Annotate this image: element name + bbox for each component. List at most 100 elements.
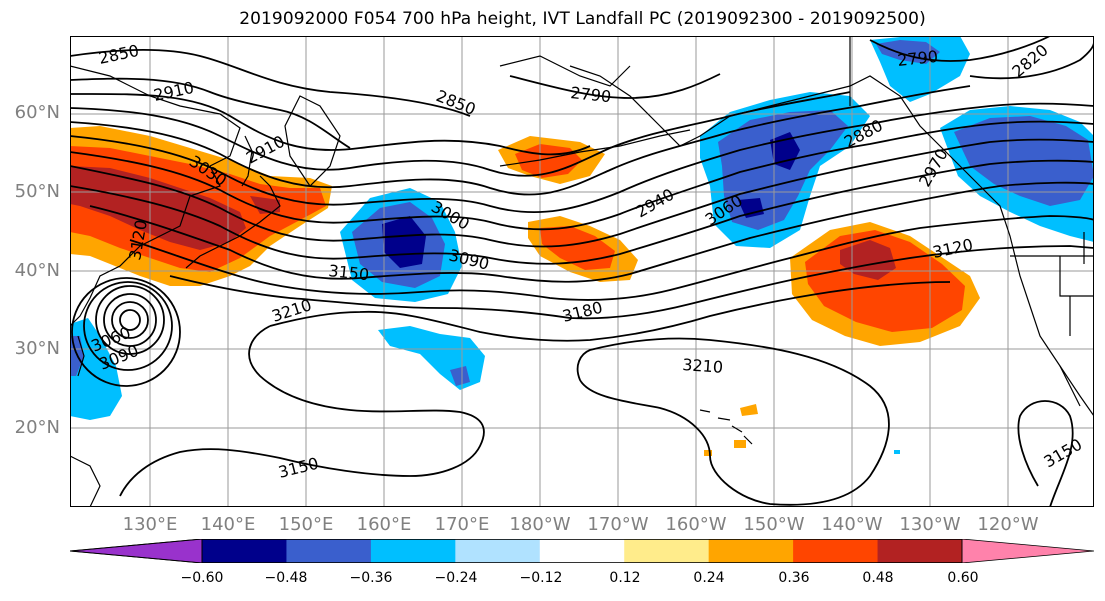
lon-label: 150°E: [278, 514, 334, 535]
contour-2850-w: [70, 49, 471, 117]
contour-2910-w: [70, 77, 351, 149]
shade-neg-165e-core: [450, 366, 470, 386]
height-contours: [70, 36, 1094, 507]
lon-label: 170°W: [587, 514, 649, 535]
colorbar-segment: [539, 539, 625, 563]
colorbar-segment: [708, 539, 794, 563]
contour-line-11: [129, 215, 1094, 301]
coast-taiwan: [77, 335, 85, 377]
contour-label: 2820: [1008, 40, 1051, 81]
colorbar: [70, 539, 1094, 563]
contour-label: 3120: [931, 235, 975, 262]
contour-line-12: [169, 245, 1094, 320]
contour-2820-ne: [969, 41, 1094, 80]
colorbar-extend-left: [70, 539, 203, 563]
lon-label: 120°W: [977, 514, 1039, 535]
colorbar-segment: [793, 539, 879, 563]
coast-aleutians: [499, 129, 691, 167]
coast-asia: [70, 65, 241, 327]
coast-japan: [185, 175, 281, 269]
contour-label: 2790: [896, 47, 938, 70]
contour-2790-ne: [869, 36, 1051, 62]
colorbar-segment: [455, 539, 541, 563]
shade-pos-nep-inner: [840, 240, 896, 280]
contour-line-6: [70, 102, 1094, 214]
colorbar-tick: −0.48: [264, 570, 308, 586]
coast-sakhalin: [241, 135, 253, 187]
colorbar-segment: [370, 539, 456, 563]
contour-label: 3210: [682, 355, 724, 377]
lat-label-50n: 50°N: [14, 181, 60, 202]
contour-line-4: [70, 91, 851, 177]
lon-label: 140°E: [200, 514, 256, 535]
cyclone-rings: [71, 277, 181, 387]
coast-alaska: [569, 65, 981, 187]
colorbar-extend-min: [70, 539, 203, 563]
colorbar-tick: 0.24: [693, 570, 725, 586]
colorbar-tick: 0.12: [609, 570, 641, 586]
colorbar-segment: [877, 539, 963, 563]
contour-line-7: [70, 120, 1094, 231]
lon-label: 180°W: [509, 514, 571, 535]
contour-label: 3150: [1041, 435, 1086, 472]
coast-baja: [1059, 365, 1081, 407]
contour-label: 2790: [570, 83, 612, 106]
lat-label-20n: 20°N: [14, 417, 60, 438]
colorbar-tick: 0.48: [862, 570, 894, 586]
lat-label-40n: 40°N: [14, 260, 60, 281]
colorbar-segment: [286, 539, 372, 563]
lon-label: 140°W: [821, 514, 883, 535]
contour-label: 2850: [97, 41, 141, 68]
shade-neg-west: [70, 318, 122, 420]
shade-neg-goa-inner2: [738, 198, 764, 218]
contour-line-8: [70, 138, 1094, 248]
colorbar-tick: −0.60: [180, 570, 224, 586]
contour-line-10: [89, 181, 1094, 283]
contour-line-9: [70, 159, 1094, 265]
lat-label-30n: 30°N: [14, 338, 60, 359]
colorbar-extend-max: [961, 539, 1094, 563]
coastlines: [70, 36, 1094, 507]
contour-label: 2940: [633, 185, 678, 222]
colorbar-tick: −0.36: [349, 570, 393, 586]
contour-line-3: [70, 93, 591, 156]
coast-kamchatka: [284, 95, 341, 187]
shade-pos-hi1: [740, 404, 758, 416]
colorbar-segments: [70, 539, 1094, 563]
map-panel[interactable]: 2850 2910 2850 2790 2790 2820 2910 3030 …: [70, 36, 1094, 507]
contour-label: 3180: [560, 298, 604, 326]
coast-hawaii: [699, 409, 753, 445]
contour-label: 3150: [328, 261, 370, 284]
colorbar-segment: [202, 539, 287, 563]
lon-label: 130°E: [122, 514, 178, 535]
contour-label: 2970: [915, 145, 952, 190]
map-plot: 2850 2910 2850 2790 2790 2820 2910 3030 …: [70, 36, 1094, 507]
coast-bering: [499, 55, 631, 87]
colorbar-tick: 0.60: [947, 570, 979, 586]
graticule: [70, 36, 1094, 507]
contour-3150-e: [1017, 400, 1074, 507]
contour-3210-west: [119, 325, 485, 497]
shade-pos-dark-eye: [250, 196, 280, 214]
colorbar-tick: 0.36: [778, 570, 810, 586]
lon-label: 130°W: [899, 514, 961, 535]
contour-2790-mid: [509, 73, 721, 99]
colorbar-segment: [624, 539, 710, 563]
contour-3210-loop: [576, 337, 890, 506]
contour-line-5: [70, 85, 971, 196]
lon-label: 150°W: [743, 514, 805, 535]
coast-na-west: [979, 185, 1094, 417]
lon-label: 160°E: [356, 514, 412, 535]
shade-neg-nwcan-mid: [876, 40, 940, 64]
shade-neg-tiny: [894, 450, 900, 454]
lat-label-60n: 60°N: [14, 102, 60, 123]
colorbar-tick: −0.12: [519, 570, 563, 586]
coast-china-s: [70, 455, 101, 507]
shade-pos-asia-inner: [70, 166, 246, 250]
lon-label: 160°W: [665, 514, 727, 535]
map-title: 2019092000 F054 700 hPa height, IVT Land…: [239, 9, 926, 29]
lon-label: 170°E: [434, 514, 490, 535]
contour-3210: [269, 281, 951, 342]
shade-pos-hi2: [734, 440, 746, 448]
colorbar-tick: −0.24: [434, 570, 478, 586]
